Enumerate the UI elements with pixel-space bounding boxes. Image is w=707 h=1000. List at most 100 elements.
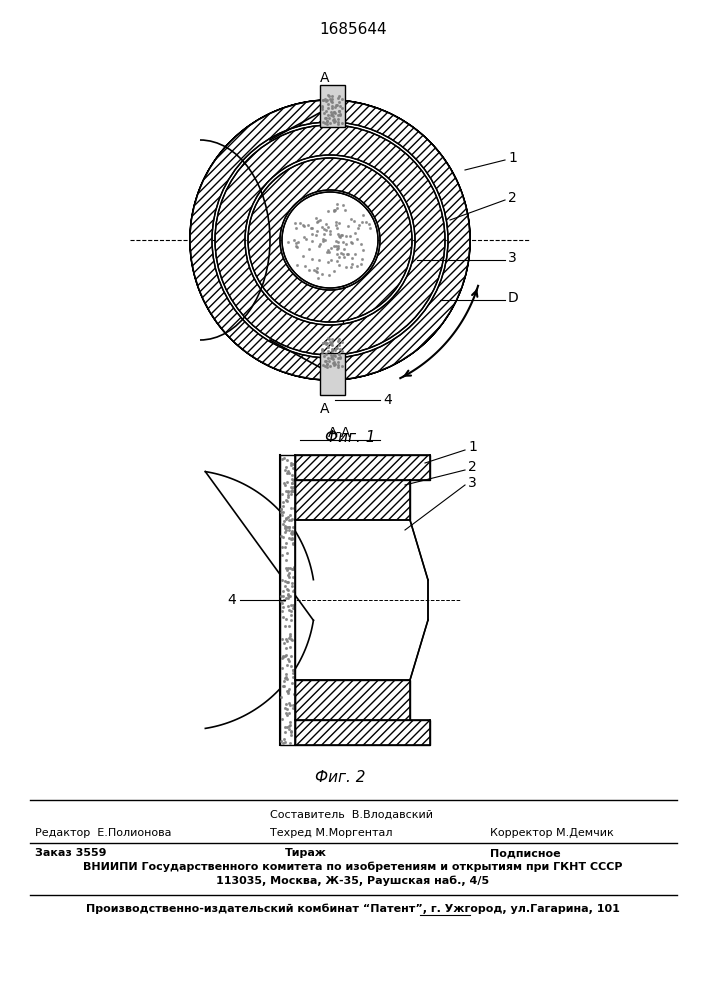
Point	[327, 351, 339, 367]
Point	[281, 545, 293, 561]
Point	[298, 229, 310, 245]
Point	[327, 355, 339, 371]
Text: 1: 1	[508, 151, 517, 165]
Point	[333, 257, 344, 273]
Point	[331, 253, 342, 269]
Point	[282, 560, 293, 576]
Point	[317, 219, 328, 235]
Point	[324, 91, 335, 107]
Point	[322, 203, 334, 219]
Point	[324, 331, 335, 347]
Point	[317, 92, 329, 108]
Polygon shape	[295, 680, 410, 720]
Point	[338, 241, 349, 257]
Point	[288, 662, 299, 678]
Point	[358, 207, 369, 223]
Point	[326, 104, 337, 120]
Point	[317, 99, 328, 115]
Point	[322, 359, 333, 375]
Point	[300, 258, 311, 274]
Point	[286, 575, 297, 591]
Text: 113035, Москва, Ж-35, Раушская наб., 4/5: 113035, Москва, Ж-35, Раушская наб., 4/5	[216, 875, 489, 886]
Point	[276, 660, 288, 676]
Point	[276, 603, 288, 619]
Point	[286, 632, 297, 648]
Text: 2: 2	[508, 191, 517, 205]
Point	[322, 350, 334, 366]
Point	[279, 475, 290, 491]
Point	[288, 582, 300, 598]
Point	[284, 718, 295, 734]
Point	[349, 246, 361, 262]
Point	[284, 639, 296, 655]
Point	[302, 217, 313, 233]
Point	[278, 648, 289, 664]
Point	[288, 519, 299, 535]
Point	[329, 113, 341, 129]
Text: Корректор М.Демчик: Корректор М.Демчик	[490, 828, 614, 838]
Point	[281, 707, 293, 723]
Point	[333, 331, 344, 347]
Point	[285, 658, 296, 674]
Point	[279, 719, 291, 735]
Point	[280, 666, 291, 682]
Point	[283, 651, 294, 667]
Point	[285, 512, 296, 528]
Point	[351, 258, 363, 274]
Text: Δ3: Δ3	[355, 553, 373, 567]
Point	[286, 531, 297, 547]
Point	[337, 197, 349, 213]
Point	[332, 107, 343, 123]
Point	[339, 202, 351, 218]
Point	[322, 254, 334, 270]
Point	[275, 593, 286, 609]
Point	[356, 214, 368, 230]
Point	[330, 238, 341, 254]
Point	[280, 611, 291, 627]
Point	[276, 528, 287, 544]
Point	[334, 107, 345, 123]
Point	[323, 330, 334, 346]
Point	[284, 630, 295, 646]
Point	[281, 511, 292, 527]
Point	[284, 705, 295, 721]
Point	[334, 346, 345, 362]
Point	[334, 94, 345, 110]
Point	[332, 350, 343, 366]
Point	[318, 348, 329, 364]
Polygon shape	[295, 520, 428, 680]
Point	[286, 483, 298, 499]
Point	[327, 337, 338, 353]
Point	[325, 107, 337, 123]
Point	[288, 600, 300, 616]
Point	[277, 494, 288, 510]
Point	[334, 349, 346, 365]
Point	[327, 98, 338, 114]
Point	[332, 196, 343, 212]
Point	[313, 252, 325, 268]
Point	[324, 88, 335, 104]
Point	[291, 257, 303, 273]
Point	[317, 98, 328, 114]
Point	[279, 450, 290, 466]
Point	[283, 574, 294, 590]
Point	[276, 572, 288, 588]
Point	[281, 493, 293, 509]
Point	[326, 336, 337, 352]
Point	[285, 486, 296, 502]
Point	[337, 227, 348, 243]
Point	[306, 251, 317, 267]
Point	[322, 242, 334, 258]
Text: 1685644: 1685644	[319, 22, 387, 37]
Point	[324, 115, 335, 131]
Point	[326, 347, 337, 363]
Point	[288, 232, 300, 248]
Point	[277, 583, 288, 599]
Point	[277, 498, 288, 514]
Point	[282, 582, 293, 598]
Point	[321, 222, 332, 238]
Point	[282, 483, 293, 499]
Point	[286, 531, 297, 547]
Point	[319, 232, 330, 248]
Point	[332, 116, 344, 132]
